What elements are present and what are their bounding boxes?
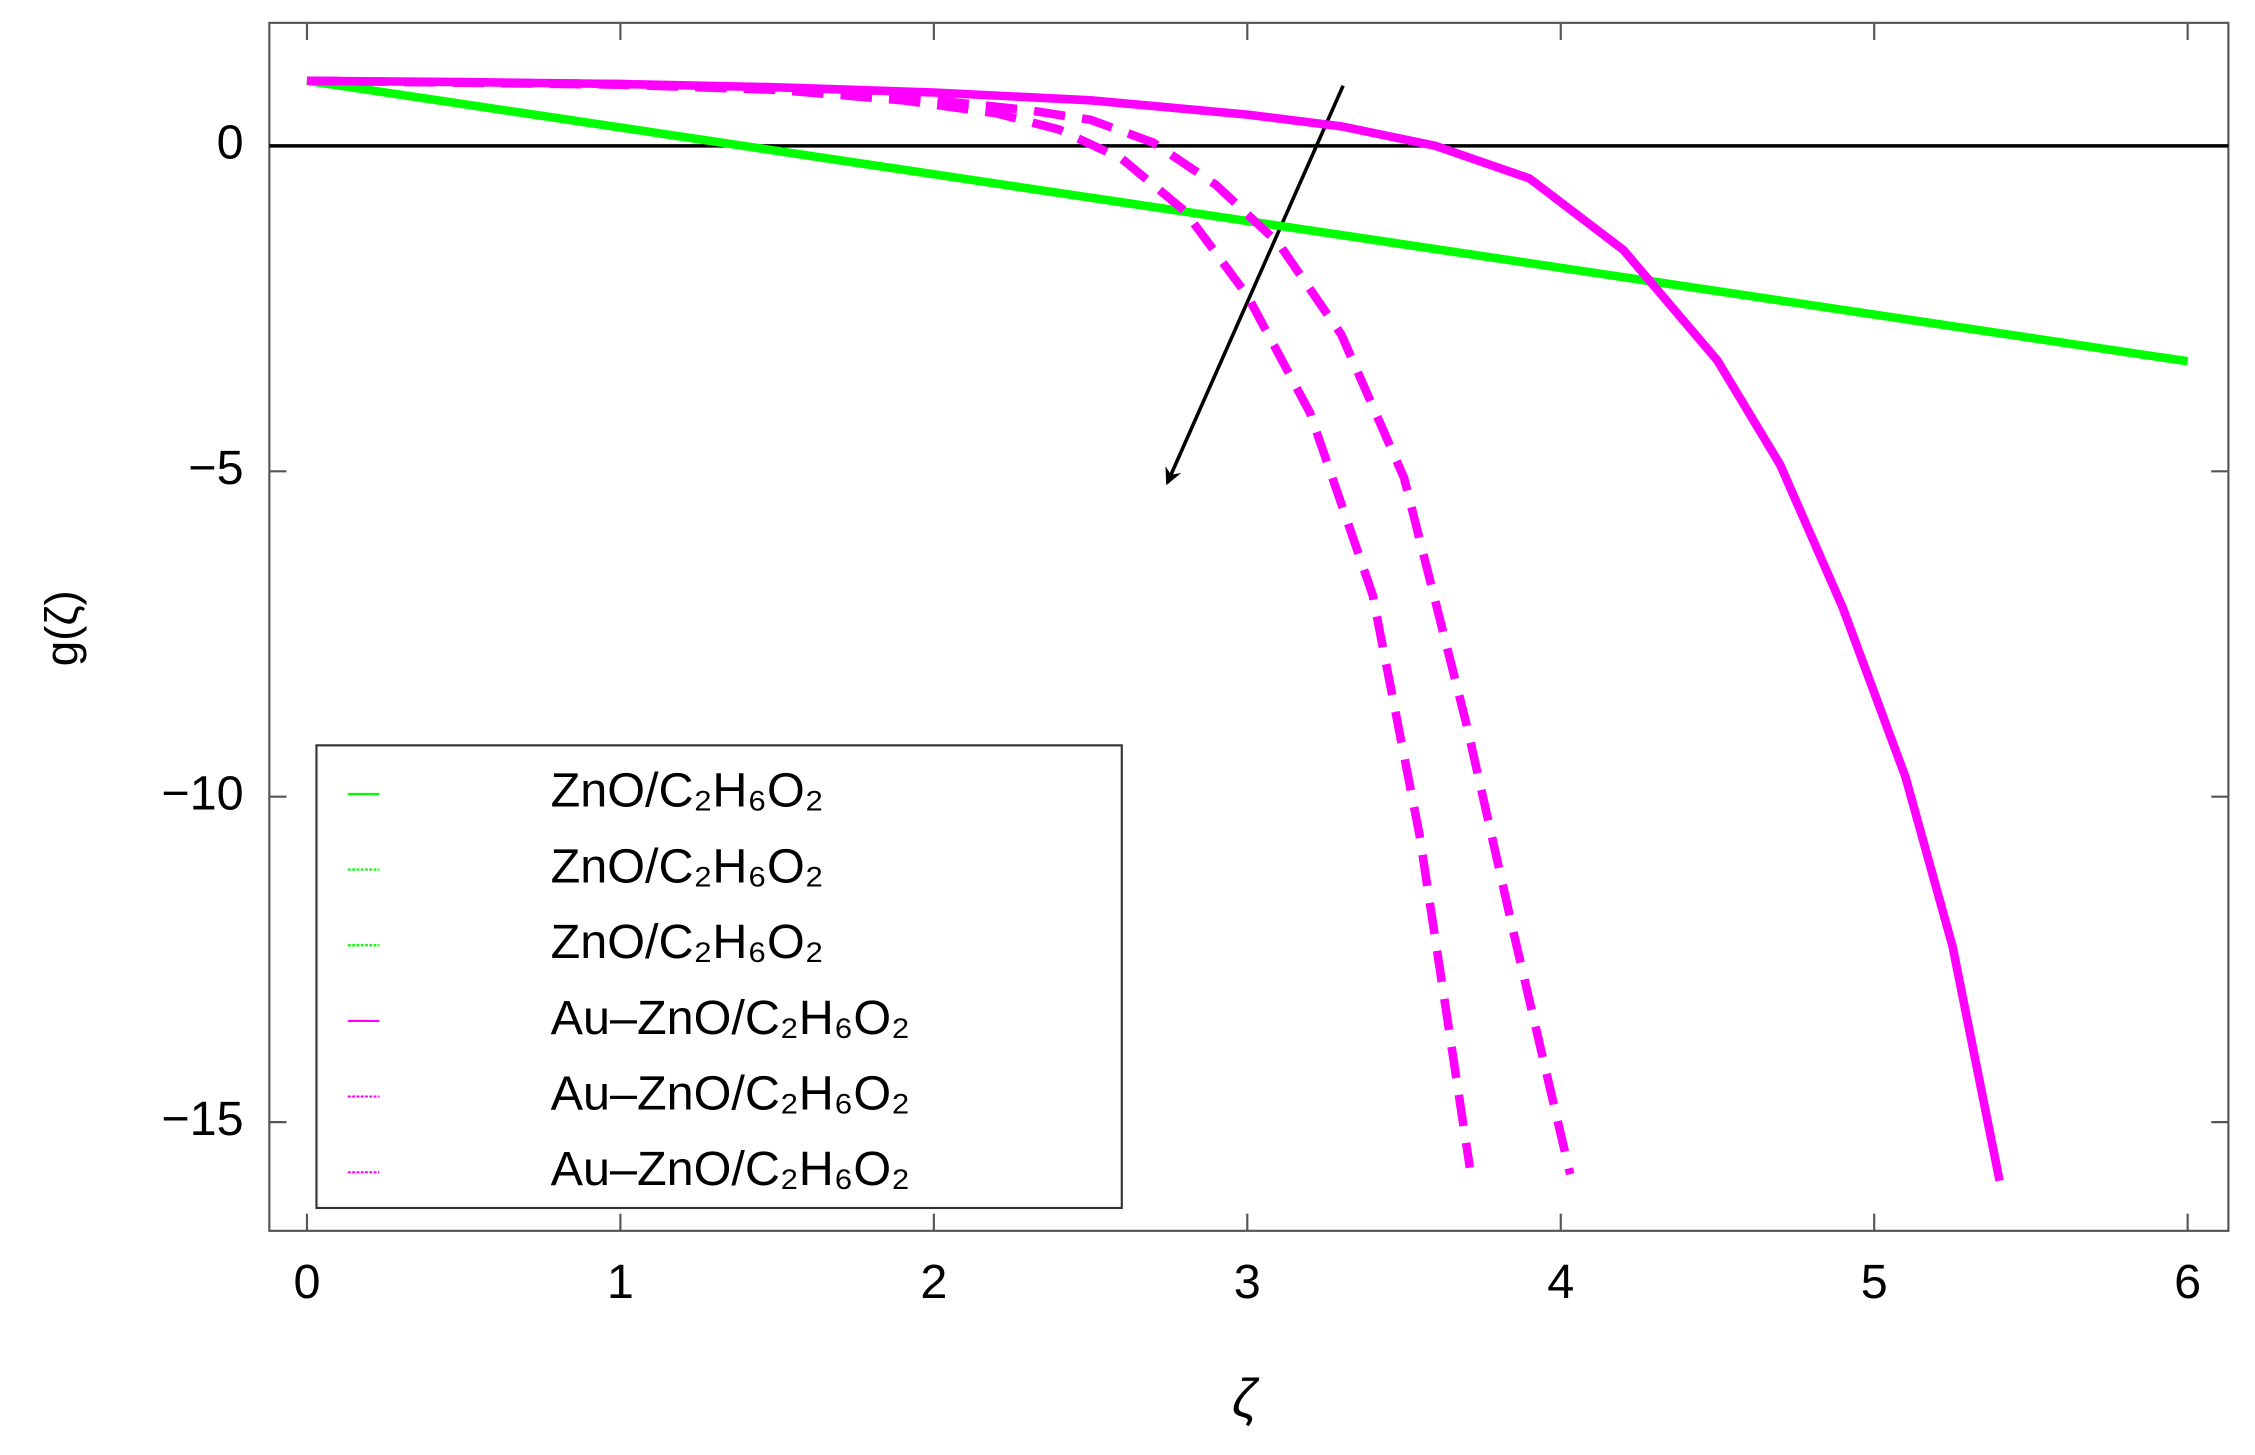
legend-label: ZnO/C₂H₆O₂ <box>551 915 824 969</box>
y-tick-label: −15 <box>161 1092 243 1146</box>
y-axis-label: g(ζ) <box>36 590 87 666</box>
legend-label: Au–ZnO/C₂H₆O₂ <box>551 1066 910 1120</box>
y-tick-label: −10 <box>161 767 243 821</box>
y-tick-label: −5 <box>188 441 243 495</box>
x-tick-label: 6 <box>2174 1255 2201 1309</box>
x-tick-label: 0 <box>293 1255 320 1309</box>
x-tick-label: 4 <box>1547 1255 1574 1309</box>
trend-arrow <box>1165 84 1345 486</box>
legend: ZnO/C₂H₆O₂ ZnO/C₂H₆O₂ ZnO/C₂H₆O₂ Au–ZnO/C₂H… <box>315 744 1123 1210</box>
series-line <box>306 76 1475 1169</box>
x-tick-label: 1 <box>607 1255 634 1309</box>
legend-label: ZnO/C₂H₆O₂ <box>551 839 824 893</box>
legend-label: ZnO/C₂H₆O₂ <box>551 764 824 818</box>
series-line <box>306 79 2188 363</box>
x-tick-label: 3 <box>1234 1255 1261 1309</box>
x-axis-label: ζ <box>1232 1368 1260 1428</box>
x-tick-label: 2 <box>920 1255 947 1309</box>
legend-label: Au–ZnO/C₂H₆O₂ <box>551 1142 910 1196</box>
y-tick-label: 0 <box>217 116 244 170</box>
plot-frame <box>268 21 2230 1232</box>
legend-label: Au–ZnO/C₂H₆O₂ <box>551 991 910 1045</box>
legend-box <box>315 744 1123 1210</box>
x-tick-label: 5 <box>1861 1255 1888 1309</box>
